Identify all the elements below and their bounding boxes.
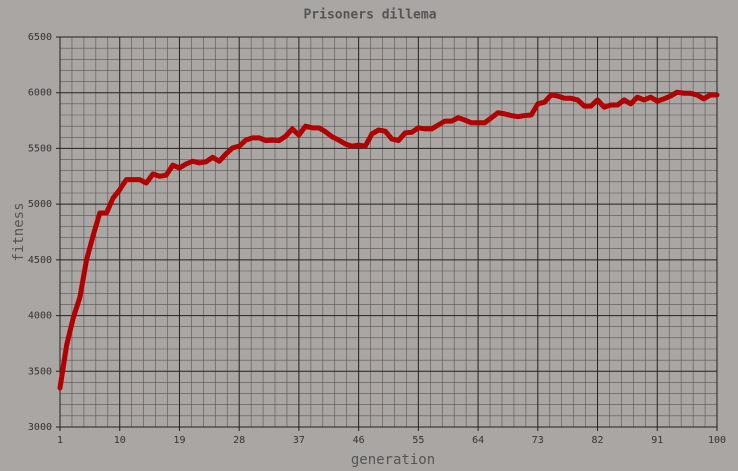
y-tick-label: 5000	[28, 199, 52, 210]
x-tick-label: 46	[353, 435, 365, 446]
x-tick-label: 19	[173, 435, 185, 446]
x-tick-label: 100	[708, 435, 726, 446]
x-tick-label: 55	[412, 435, 424, 446]
y-tick-label: 5500	[28, 143, 52, 154]
y-tick-label: 3000	[28, 422, 52, 433]
x-tick-label: 10	[114, 435, 126, 446]
y-tick-label: 6000	[28, 88, 52, 99]
chart-title: Prisoners dillema	[303, 8, 436, 23]
y-axis-label: fitness	[11, 202, 27, 261]
x-tick-label: 82	[592, 435, 604, 446]
plot-frame	[59, 36, 718, 428]
x-tick-label: 37	[293, 435, 305, 446]
y-tick-label: 4000	[28, 311, 52, 322]
line-series	[57, 89, 720, 391]
x-tick-label: 64	[472, 435, 484, 446]
x-axis-label: generation	[351, 452, 435, 468]
x-tick-label: 91	[651, 435, 663, 446]
y-tick-label: 4500	[28, 255, 52, 266]
x-tick-label: 28	[233, 435, 245, 446]
x-tick-label: 1	[57, 435, 63, 446]
y-tick-label: 3500	[28, 366, 52, 377]
x-tick-label: 73	[532, 435, 544, 446]
y-tick-label: 6500	[28, 32, 52, 43]
